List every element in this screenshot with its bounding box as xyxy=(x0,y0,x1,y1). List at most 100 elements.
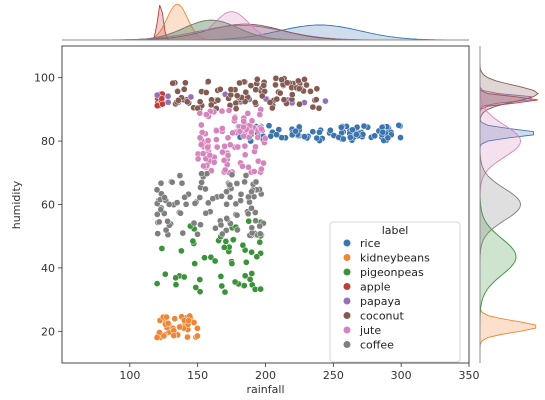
point-jute xyxy=(219,125,225,131)
point-coconut xyxy=(182,80,188,86)
legend-marker-kidneybeans xyxy=(344,254,351,261)
point-coffee xyxy=(223,189,229,195)
point-coconut xyxy=(277,90,283,96)
point-papaya xyxy=(154,92,160,98)
point-jute xyxy=(200,151,206,157)
point-rice xyxy=(347,134,353,140)
point-coconut xyxy=(217,86,223,92)
point-papaya xyxy=(165,99,171,105)
point-coconut xyxy=(233,106,239,112)
point-jute xyxy=(205,137,211,143)
legend-marker-rice xyxy=(344,240,351,247)
point-coconut xyxy=(279,77,285,83)
point-rice xyxy=(397,135,403,141)
point-coconut xyxy=(296,86,302,92)
point-jute xyxy=(197,110,203,116)
x-ticks: 100 150 200 250 300 350 xyxy=(119,363,479,382)
point-coffee xyxy=(224,215,230,221)
point-kidneybeans xyxy=(165,320,171,326)
point-kidneybeans xyxy=(194,325,200,331)
point-pigeonpeas xyxy=(257,239,263,245)
point-jute xyxy=(258,126,264,132)
point-pigeonpeas xyxy=(190,238,196,244)
point-coffee xyxy=(166,201,172,207)
point-coconut xyxy=(316,105,322,111)
point-papaya xyxy=(165,93,171,99)
point-pigeonpeas xyxy=(197,289,203,295)
point-coffee xyxy=(192,200,198,206)
y-tick-label: 80 xyxy=(41,135,55,148)
point-rice xyxy=(361,123,367,129)
point-coffee xyxy=(224,201,230,207)
point-coffee xyxy=(257,231,263,237)
point-jute xyxy=(257,112,263,118)
x-tick-label: 200 xyxy=(255,369,276,382)
point-apple xyxy=(159,101,165,107)
x-tick-label: 100 xyxy=(119,369,140,382)
point-pigeonpeas xyxy=(197,277,203,283)
point-kidneybeans xyxy=(177,324,183,330)
legend-label-jute: jute xyxy=(359,324,381,337)
point-coconut xyxy=(274,96,280,102)
point-coconut xyxy=(314,86,320,92)
point-pigeonpeas xyxy=(221,244,227,250)
point-coffee xyxy=(194,231,200,237)
point-jute xyxy=(252,144,258,150)
point-jute xyxy=(221,157,227,163)
point-jute xyxy=(213,128,219,134)
point-jute xyxy=(258,166,264,172)
point-pigeonpeas xyxy=(229,261,235,267)
point-jute xyxy=(251,168,257,174)
point-jute xyxy=(211,159,217,165)
point-pigeonpeas xyxy=(192,261,198,267)
point-coconut xyxy=(175,97,181,103)
point-kidneybeans xyxy=(171,333,177,339)
point-coconut xyxy=(310,104,316,110)
legend-marker-apple xyxy=(344,283,351,290)
point-rice xyxy=(274,132,280,138)
y-tick-label: 40 xyxy=(41,262,55,275)
legend: label ricekidneybeanspigeonpeasapplepapa… xyxy=(330,222,460,362)
legend-label-pigeonpeas: pigeonpeas xyxy=(360,266,424,279)
point-coconut xyxy=(313,97,319,103)
point-coffee xyxy=(191,220,197,226)
point-rice xyxy=(293,128,299,134)
point-pigeonpeas xyxy=(201,255,207,261)
point-coffee xyxy=(155,231,161,237)
point-jute xyxy=(239,163,245,169)
point-coffee xyxy=(198,171,204,177)
point-coconut xyxy=(296,101,302,107)
point-coconut xyxy=(301,76,307,82)
point-coffee xyxy=(174,200,180,206)
point-kidneybeans xyxy=(184,334,190,340)
point-coconut xyxy=(307,88,313,94)
point-coffee xyxy=(197,222,203,228)
legend-label-apple: apple xyxy=(360,281,391,294)
point-coconut xyxy=(253,87,259,93)
y-tick-label: 20 xyxy=(41,325,55,338)
point-coffee xyxy=(202,186,208,192)
point-coconut xyxy=(273,75,279,81)
point-coconut xyxy=(295,78,301,84)
point-rice xyxy=(310,129,316,135)
point-coffee xyxy=(154,187,160,193)
point-coconut xyxy=(267,99,273,105)
point-pigeonpeas xyxy=(159,245,165,251)
point-jute xyxy=(219,108,225,114)
point-jute xyxy=(241,133,247,139)
point-jute xyxy=(260,160,266,166)
point-coffee xyxy=(203,210,209,216)
point-pigeonpeas xyxy=(173,282,179,288)
point-coconut xyxy=(269,105,275,111)
point-pigeonpeas xyxy=(247,276,253,282)
point-jute xyxy=(205,144,211,150)
point-coffee xyxy=(165,218,171,224)
point-kidneybeans xyxy=(172,316,178,322)
point-kidneybeans xyxy=(163,314,169,320)
point-coffee xyxy=(179,180,185,186)
point-pigeonpeas xyxy=(223,238,229,244)
y-tick-label: 60 xyxy=(41,199,55,212)
point-coffee xyxy=(229,172,235,178)
point-coconut xyxy=(289,92,295,98)
point-rice xyxy=(396,122,402,128)
